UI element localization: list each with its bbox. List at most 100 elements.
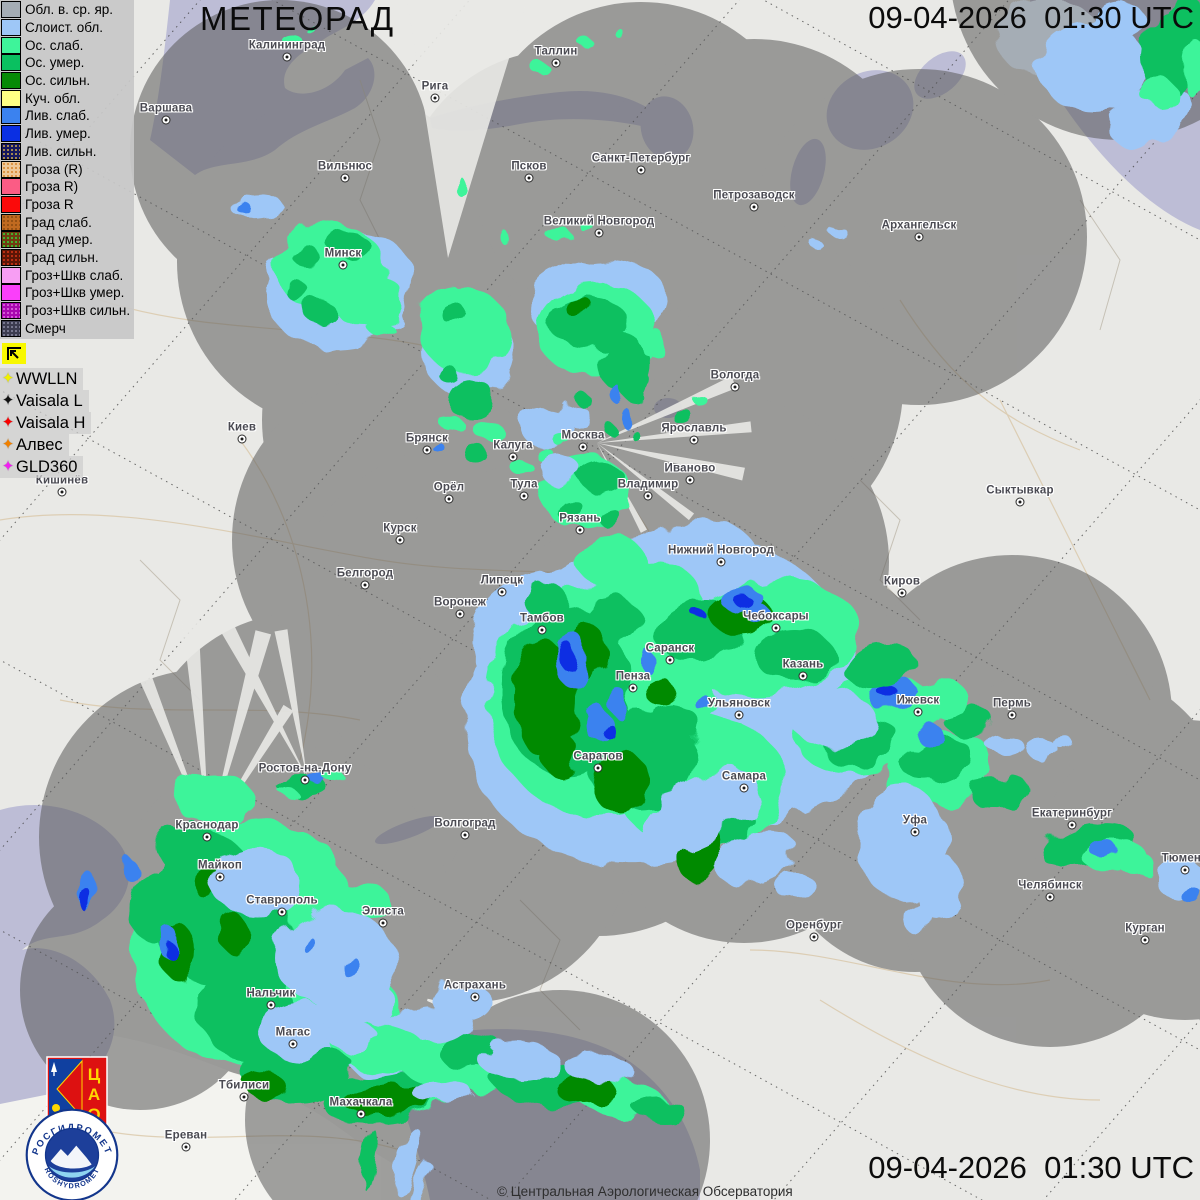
legend-color-swatch (1, 89, 21, 107)
lightning-strike-icon: ✦ (1, 392, 15, 409)
legend-item-label: Гроз+Шкв умер. (25, 285, 125, 301)
city-label: Псков (511, 160, 547, 173)
roshydromet-logo: РОСГИДРОМЕТ ROSHYDROMET (16, 1108, 128, 1200)
city-marker: Курск (383, 523, 417, 545)
city-marker: Ростов-на-Дону (259, 763, 351, 785)
city-label: Курган (1125, 922, 1165, 935)
city-marker: Вологда (711, 370, 759, 392)
lightning-legend-list: ✦ WWLLN ✦ Vaisala L ✦ Vaisala H ✦ Алвес ✦ GLD360 (0, 368, 92, 478)
legend-color-swatch (1, 213, 21, 231)
city-label: Магас (275, 1026, 311, 1039)
city-marker: Челябинск (1018, 880, 1082, 902)
city-marker: Белгород (337, 568, 393, 590)
city-marker: Рязань (559, 513, 601, 535)
lightning-source-label: GLD360 (16, 457, 78, 476)
legend-color-swatch (1, 195, 21, 213)
city-label: Тула (510, 478, 538, 491)
city-label: Тюмень (1161, 852, 1200, 865)
city-marker: Вильнюс (318, 161, 372, 183)
city-marker: Нижний Новгород (668, 545, 774, 567)
city-marker: Махачкала (330, 1097, 392, 1119)
svg-text:А: А (88, 1085, 100, 1104)
city-marker: Ижевск (897, 695, 939, 717)
city-marker: Ульяновск (708, 698, 770, 720)
city-label: Курск (383, 522, 417, 535)
city-marker: Майкоп (198, 860, 242, 882)
legend-item: Гроза R) (1, 178, 130, 196)
legend-item-label: Слоист. обл. (25, 20, 104, 36)
city-label: Екатеринбург (1031, 807, 1113, 820)
city-marker: Краснодар (175, 820, 238, 842)
city-label: Вологда (710, 369, 760, 382)
legend-item-label: Лив. слаб. (25, 108, 90, 124)
legend-color-swatch (1, 19, 21, 37)
city-marker: Курган (1125, 923, 1165, 945)
legend-item: Лив. слаб. (1, 107, 130, 125)
city-label: Астрахань (443, 979, 507, 992)
city-label: Орёл (433, 481, 465, 494)
city-label: Воронеж (433, 596, 487, 609)
city-marker: Элиста (362, 906, 404, 928)
city-marker: Киев (228, 422, 256, 444)
legend-item: Град слаб. (1, 213, 130, 231)
city-label: Калуга (493, 439, 533, 452)
legend-item-label: Гроз+Шкв сильн. (25, 303, 131, 319)
legend-item: Гроз+Шкв сильн. (1, 302, 130, 320)
lightning-strike-icon: ✦ (1, 458, 15, 475)
legend-item: Смерч (1, 319, 130, 337)
city-marker: Москва (561, 430, 604, 452)
legend-color-swatch (1, 248, 21, 266)
copyright-text: © Центральная Аэрологическая Обсерватори… (497, 1184, 793, 1199)
legend-color-swatch (1, 160, 21, 178)
legend-color-swatch (1, 178, 21, 196)
legend-color-swatch (1, 36, 21, 54)
lightning-strike-icon: ✦ (1, 370, 15, 387)
city-marker: Брянск (406, 433, 448, 455)
city-marker: Калуга (493, 440, 533, 462)
legend-item: Лив. сильн. (1, 142, 130, 161)
city-label: Челябинск (1018, 879, 1082, 892)
city-label: Пенза (615, 670, 651, 683)
city-marker: Уфа (903, 815, 927, 837)
city-marker: Кишинёв (36, 475, 88, 497)
city-label: Ижевск (896, 694, 940, 707)
city-label: Уфа (902, 814, 928, 827)
lightning-strike-icon: ✦ (1, 436, 15, 453)
precipitation-echoes (78, 0, 1200, 1200)
city-label: Ростов-на-Дону (258, 762, 352, 775)
city-marker: Великий Новгород (544, 216, 654, 238)
city-marker: Тула (510, 479, 537, 501)
lightning-source-item: ✦ Vaisala L (0, 390, 89, 412)
city-label: Минск (324, 247, 362, 260)
city-marker: Нальчик (247, 988, 295, 1010)
city-label: Ставрополь (246, 894, 318, 907)
city-label: Сыктывкар (986, 484, 1054, 497)
legend-item-label: Ос. сильн. (25, 73, 91, 89)
city-marker: Псков (511, 161, 546, 183)
city-label: Брянск (405, 432, 449, 445)
svg-text:Ц: Ц (88, 1065, 101, 1084)
lightning-source-item: ✦ WWLLN (0, 368, 84, 390)
city-label: Санкт-Петербург (591, 152, 691, 165)
legend-color-swatch (1, 319, 21, 337)
lightning-source-label: WWLLN (16, 369, 78, 388)
city-marker: Ярославль (661, 423, 726, 445)
legend-list: Обл. в. ср. яр. Слоист. обл. Ос. слаб. Ос. … (1, 1, 130, 337)
legend-item-label: Куч. обл. (25, 90, 81, 106)
city-marker: Ереван (165, 1130, 207, 1152)
city-marker: Тбилиси (219, 1080, 269, 1102)
city-marker: Сыктывкар (986, 485, 1053, 507)
city-marker: Рига (422, 81, 448, 103)
city-marker: Чебоксары (743, 611, 809, 633)
city-marker: Калининград (249, 40, 325, 62)
legend-color-swatch (1, 266, 21, 284)
city-label: Оренбург (786, 919, 842, 932)
datetime-top: 09-04-2026 01:30 UTC (868, 0, 1194, 35)
city-marker: Петрозаводск (713, 190, 795, 212)
city-label: Рига (421, 80, 449, 93)
city-label: Элиста (362, 905, 404, 918)
city-marker: Ставрополь (246, 895, 318, 917)
legend-item-label: Лив. умер. (25, 126, 91, 142)
